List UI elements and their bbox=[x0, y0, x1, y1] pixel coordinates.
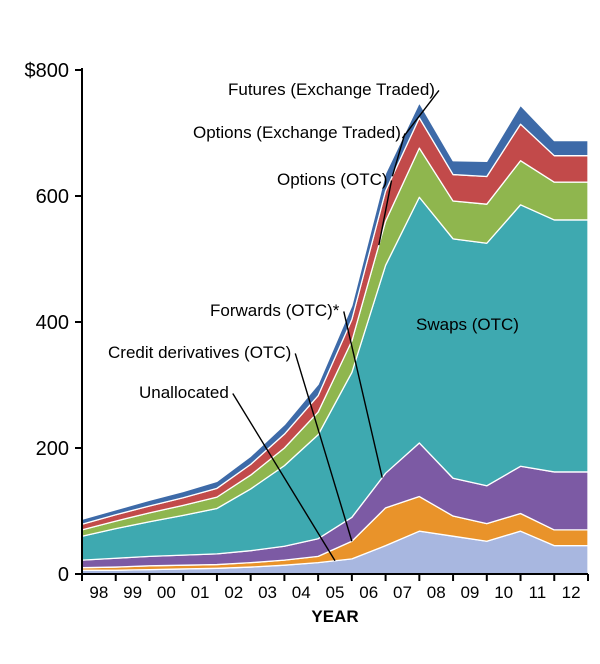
x-tick-label: 07 bbox=[393, 583, 412, 602]
x-tick-label: 03 bbox=[258, 583, 277, 602]
callout-label: Options (OTC) bbox=[277, 170, 388, 189]
x-tick-label: 05 bbox=[326, 583, 345, 602]
x-tick-label: 08 bbox=[427, 583, 446, 602]
x-tick-label: 09 bbox=[460, 583, 479, 602]
x-tick-label: 04 bbox=[292, 583, 311, 602]
x-tick-label: 00 bbox=[157, 583, 176, 602]
chart-svg: 0 200 400 600 $800 98 99 00 01 02 03 04 05 06 07 08 09 10… bbox=[0, 0, 600, 664]
series-label-swaps: Swaps (OTC) bbox=[416, 315, 519, 334]
y-tick-label-top: $800 bbox=[25, 60, 70, 82]
x-tick-label: 98 bbox=[89, 583, 108, 602]
y-tick-label: 600 bbox=[36, 186, 69, 208]
stacked-area-chart: 0 200 400 600 $800 98 99 00 01 02 03 04 05 06 07 08 09 10… bbox=[0, 0, 600, 664]
x-tick-label: 06 bbox=[359, 583, 378, 602]
callout-label: Credit derivatives (OTC) bbox=[108, 343, 291, 362]
callout-label: Unallocated bbox=[139, 383, 229, 402]
x-axis-title: YEAR bbox=[311, 607, 358, 626]
y-tick-label: 400 bbox=[36, 312, 69, 334]
y-tick-label: 0 bbox=[58, 564, 69, 586]
x-tick-label: 01 bbox=[191, 583, 210, 602]
x-tick-label: 12 bbox=[562, 583, 581, 602]
callout-label: Options (Exchange Traded) bbox=[193, 123, 401, 142]
y-tick-label: 200 bbox=[36, 438, 69, 460]
callout-label: Futures (Exchange Traded) bbox=[228, 80, 435, 99]
callout-label: Forwards (OTC)* bbox=[210, 301, 340, 320]
x-tick-label: 11 bbox=[529, 583, 547, 602]
x-tick-label: 99 bbox=[123, 583, 142, 602]
x-tick-label: 02 bbox=[224, 583, 243, 602]
x-tick-label: 10 bbox=[494, 583, 513, 602]
